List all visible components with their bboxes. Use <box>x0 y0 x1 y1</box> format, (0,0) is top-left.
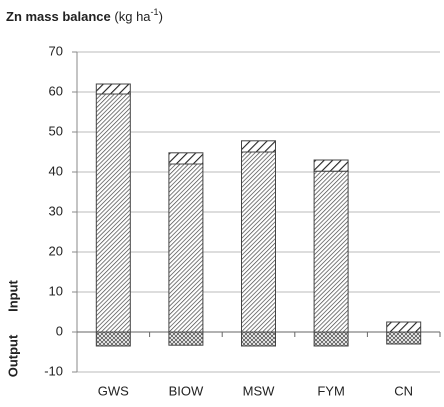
bar-segment <box>313 159 349 172</box>
y-tick-label: -10 <box>44 363 63 378</box>
bar-segment <box>313 170 349 333</box>
x-tick-label: GWS <box>98 383 129 398</box>
y-tick-label: 60 <box>49 83 63 98</box>
bar-segment <box>241 331 276 347</box>
chart-title: Zn mass balance (kg ha-1) <box>6 7 163 24</box>
x-tick-label: FYM <box>317 383 344 398</box>
y-tick-label: 50 <box>49 123 63 138</box>
y-tick-label: 40 <box>49 163 63 178</box>
bar-segment <box>241 140 276 153</box>
y-tick-label: 10 <box>49 283 63 298</box>
bar-segment <box>95 93 131 333</box>
y-tick-label: 30 <box>49 203 63 218</box>
bar-segment <box>241 151 276 333</box>
bar-segment <box>168 331 204 346</box>
bar-segment <box>386 331 422 345</box>
bar-segment <box>168 152 204 165</box>
y-tick-label: 0 <box>56 323 63 338</box>
x-tick-label: MSW <box>243 383 276 398</box>
y-axis-label: Input <box>5 279 20 311</box>
bar-segment <box>168 163 204 333</box>
y-axis-label: Output <box>5 334 20 377</box>
x-tick-label: BIOW <box>169 383 204 398</box>
y-tick-label: 20 <box>49 243 63 258</box>
bar-segment <box>95 331 131 347</box>
bar-segment <box>386 321 422 333</box>
x-tick-label: CN <box>394 383 413 398</box>
bar-segment <box>313 331 349 347</box>
bar-segment <box>95 83 131 95</box>
y-tick-label: 70 <box>49 43 63 58</box>
